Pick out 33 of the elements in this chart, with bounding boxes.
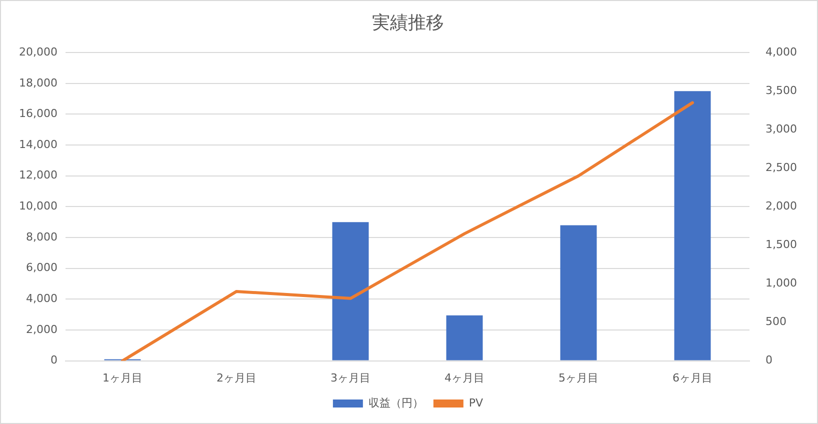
y2-tick-label: 3,500 xyxy=(766,84,798,97)
y2-tick-label: 1,500 xyxy=(766,238,798,252)
y2-tick-label: 3,000 xyxy=(766,122,798,136)
bar xyxy=(560,225,597,360)
y-tick-label: 10,000 xyxy=(18,200,58,213)
y-tick-label: 16,000 xyxy=(18,107,58,120)
x-tick-label: 2ヶ月目 xyxy=(216,371,256,384)
x-tick-label: 5ヶ月目 xyxy=(558,371,599,384)
x-tick-label: 6ヶ月目 xyxy=(672,371,713,384)
y-tick-label: 14,000 xyxy=(18,138,58,151)
y-tick-label: 18,000 xyxy=(18,76,58,90)
bar xyxy=(674,91,711,360)
legend-label: 収益（円） xyxy=(368,396,424,410)
y2-tick-label: 0 xyxy=(766,354,773,367)
bar xyxy=(332,222,369,360)
bar xyxy=(446,315,483,360)
y2-tick-label: 4,000 xyxy=(766,45,798,58)
y2-tick-label: 2,500 xyxy=(766,161,798,174)
y-tick-label: 6,000 xyxy=(26,261,58,274)
x-tick-label: 4ヶ月目 xyxy=(444,371,484,384)
x-tick-label: 3ヶ月目 xyxy=(330,371,370,384)
y-tick-label: 12,000 xyxy=(18,168,58,182)
y2-tick-label: 2,000 xyxy=(766,200,798,213)
y-tick-label: 2,000 xyxy=(26,322,58,336)
legend-label: PV xyxy=(468,396,484,410)
y-tick-label: 8,000 xyxy=(26,230,58,244)
y-tick-label: 0 xyxy=(50,354,58,367)
y-tick-label: 20,000 xyxy=(18,45,58,58)
chart-title: 実績推移 xyxy=(372,12,444,34)
y2-tick-label: 1,000 xyxy=(766,276,798,290)
y2-tick-label: 500 xyxy=(766,315,787,328)
y-tick-label: 4,000 xyxy=(26,292,58,306)
x-tick-label: 1ヶ月目 xyxy=(102,371,142,384)
